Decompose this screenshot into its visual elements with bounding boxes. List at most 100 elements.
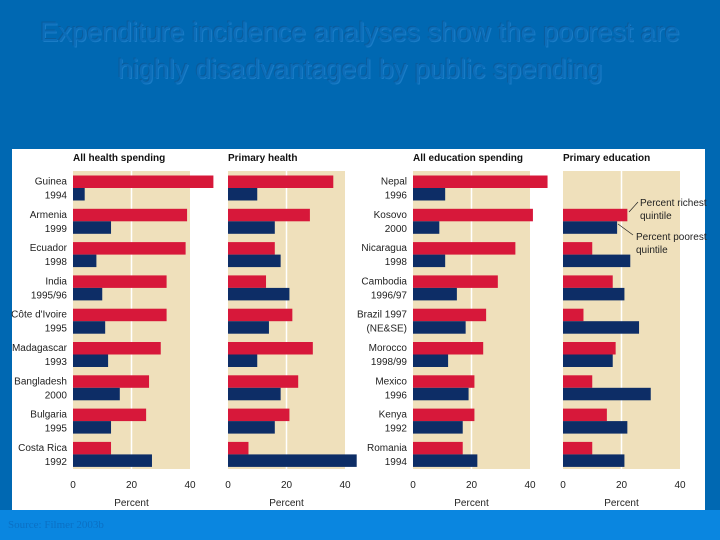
bar-poorest <box>563 421 628 434</box>
bar-poorest <box>563 354 613 367</box>
category-label: India <box>45 276 67 287</box>
bar-richest <box>563 375 593 388</box>
bar-richest <box>73 208 188 222</box>
category-label: Costa Rica <box>18 443 67 454</box>
category-label: Madagascar <box>12 343 68 354</box>
category-label: Morocco <box>369 343 408 354</box>
bar-richest <box>73 175 214 188</box>
x-axis-label: Percent <box>604 498 639 509</box>
bar-richest <box>563 441 593 455</box>
x-tick-label: 40 <box>524 480 536 491</box>
category-label: 1996 <box>385 390 408 401</box>
category-label: Romania <box>367 443 407 454</box>
bar-richest <box>413 441 463 455</box>
legend-leader-line <box>617 223 634 236</box>
x-axis-label: Percent <box>454 498 489 509</box>
bar-richest <box>73 275 167 288</box>
x-axis-label: Percent <box>269 498 304 509</box>
bar-poorest <box>413 421 463 434</box>
bar-poorest <box>228 354 258 367</box>
category-label: Mexico <box>375 376 407 387</box>
legend-poorest: quintile <box>636 245 668 256</box>
bottom-band <box>0 510 720 540</box>
bar-poorest <box>563 387 651 401</box>
x-tick-label: 40 <box>339 480 351 491</box>
bar-poorest <box>228 188 258 201</box>
bar-richest <box>413 408 475 422</box>
panel-title: Primary education <box>563 153 650 164</box>
x-axis-label: Percent <box>114 498 149 509</box>
category-label: Kosovo <box>374 210 408 221</box>
category-label: Nicaragua <box>361 243 407 254</box>
bar-poorest <box>563 321 640 334</box>
bar-richest <box>228 375 299 388</box>
bar-poorest <box>563 287 625 301</box>
bar-poorest <box>413 221 440 234</box>
category-label: 2000 <box>45 390 68 401</box>
slide-title: Expenditure incidence analyses show the … <box>40 17 680 84</box>
panel-title: Primary health <box>228 153 297 164</box>
category-label: 1994 <box>385 457 408 468</box>
bar-richest <box>563 342 616 355</box>
bar-poorest <box>73 354 109 367</box>
bar-richest <box>413 375 475 388</box>
x-tick-label: 40 <box>184 480 196 491</box>
category-label: Côte d'Ivoire <box>11 310 67 321</box>
bar-poorest <box>73 287 103 301</box>
bar-richest <box>563 275 613 288</box>
bar-poorest <box>228 221 275 234</box>
category-label: 1996/97 <box>371 290 408 301</box>
category-label: 1993 <box>45 357 68 368</box>
category-label: 1995 <box>45 424 68 435</box>
x-tick-label: 20 <box>466 480 478 491</box>
category-label: 1995 <box>45 324 68 335</box>
category-label: Bulgaria <box>30 410 67 421</box>
bar-richest <box>73 308 167 322</box>
category-label: 1992 <box>45 457 68 468</box>
bar-poorest <box>413 188 446 201</box>
category-label: 1992 <box>385 424 408 435</box>
bar-poorest <box>228 421 275 434</box>
legend-leader-line <box>628 201 639 213</box>
category-label: 1998/99 <box>371 357 408 368</box>
category-label: 1998 <box>45 257 68 268</box>
category-label: Brazil 1997 <box>357 310 407 321</box>
bar-poorest <box>73 387 120 401</box>
bar-richest <box>413 242 516 255</box>
category-label: Bangladesh <box>14 376 67 387</box>
bar-richest <box>228 308 293 322</box>
bar-richest <box>413 308 487 322</box>
source-note: Source: Filmer 2003b <box>8 519 104 531</box>
bar-richest <box>413 208 533 222</box>
bar-richest <box>73 408 147 422</box>
category-label: 2000 <box>385 224 408 235</box>
bar-poorest <box>228 321 269 334</box>
bar-richest <box>228 242 275 255</box>
legend-richest: quintile <box>640 211 672 222</box>
bar-richest <box>228 208 310 222</box>
bar-richest <box>563 242 593 255</box>
category-label: 1998 <box>385 257 408 268</box>
bar-richest <box>413 275 498 288</box>
category-label: Ecuador <box>30 243 68 254</box>
bar-poorest <box>413 387 469 401</box>
bar-richest <box>228 441 249 455</box>
category-label: Nepal <box>381 177 407 188</box>
bar-poorest <box>73 421 112 434</box>
category-label: 1999 <box>45 224 68 235</box>
bar-richest <box>563 308 584 322</box>
bar-poorest <box>228 454 357 467</box>
bar-poorest <box>563 454 625 467</box>
bar-poorest <box>413 454 478 467</box>
bar-poorest <box>73 254 97 268</box>
x-tick-label: 0 <box>70 480 76 491</box>
category-label: 1996 <box>385 191 408 202</box>
bar-richest <box>413 175 548 188</box>
bar-richest <box>413 342 484 355</box>
bar-richest <box>228 408 290 422</box>
x-tick-label: 40 <box>674 480 686 491</box>
category-label: Kenya <box>379 410 408 421</box>
bar-poorest <box>73 321 106 334</box>
bar-richest <box>73 375 150 388</box>
legend-richest: Percent richest <box>640 198 707 209</box>
